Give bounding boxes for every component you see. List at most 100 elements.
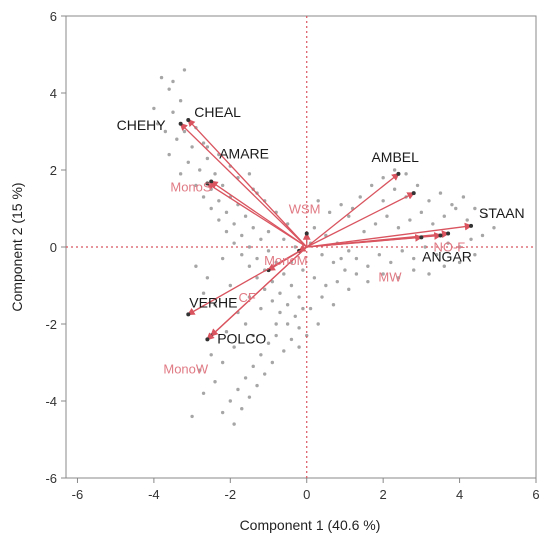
score-point: [320, 295, 324, 299]
loading-endpoint: [205, 337, 210, 342]
loading-label: WSM: [289, 202, 321, 217]
score-point: [381, 176, 385, 180]
score-point: [423, 245, 427, 249]
score-point: [289, 337, 294, 342]
score-point: [251, 364, 255, 369]
score-point: [228, 283, 233, 288]
loading-label: ANGAR: [422, 249, 472, 265]
score-point: [240, 253, 244, 257]
score-point: [259, 237, 263, 241]
score-point: [335, 279, 340, 284]
score-point: [201, 291, 206, 295]
score-point: [454, 206, 458, 211]
score-point: [312, 276, 317, 280]
score-point: [278, 310, 282, 315]
score-point: [327, 210, 332, 215]
score-point: [186, 160, 190, 164]
score-point: [366, 279, 370, 284]
loading-label: STAAN: [479, 205, 525, 221]
score-point: [492, 226, 496, 230]
score-point: [152, 106, 156, 111]
loading-vector: [206, 182, 308, 248]
score-point: [205, 145, 210, 149]
score-point: [167, 152, 171, 157]
y-tick-label: -6: [45, 471, 57, 486]
score-point: [266, 341, 271, 345]
x-tick-label: -4: [148, 487, 160, 502]
score-point: [347, 249, 351, 253]
score-point: [381, 272, 385, 276]
loading-vector: [306, 172, 400, 248]
score-point: [247, 264, 252, 268]
score-point: [316, 322, 320, 326]
score-point: [274, 322, 278, 326]
score-point: [381, 199, 385, 203]
score-point: [473, 253, 477, 257]
score-point: [457, 245, 462, 249]
score-point: [419, 210, 424, 215]
score-point: [217, 218, 221, 222]
score-point: [442, 264, 446, 268]
score-point: [301, 268, 305, 272]
score-point: [297, 345, 301, 349]
score-point: [262, 372, 267, 376]
score-points: [152, 68, 496, 426]
score-point: [324, 283, 328, 288]
score-point: [243, 376, 248, 380]
score-point: [293, 314, 297, 318]
score-point: [392, 168, 397, 172]
score-point: [369, 183, 374, 188]
score-point: [343, 268, 347, 272]
score-point: [450, 202, 454, 207]
score-point: [247, 172, 252, 176]
score-point: [461, 195, 466, 199]
score-point: [339, 256, 343, 261]
score-point: [232, 345, 236, 349]
score-point: [446, 241, 450, 245]
score-point: [285, 322, 290, 326]
loading-endpoint: [209, 179, 214, 184]
score-point: [480, 233, 485, 238]
score-point: [331, 260, 336, 265]
score-point: [285, 303, 290, 307]
score-point: [473, 206, 477, 211]
x-axis-title: Component 1 (40.6 %): [240, 517, 381, 533]
score-point: [469, 237, 473, 241]
loading-vector: [306, 234, 423, 248]
y-tick-label: -4: [45, 394, 57, 409]
y-tick-label: 2: [50, 163, 57, 178]
score-point: [301, 306, 305, 311]
score-point: [247, 245, 252, 249]
score-point: [396, 276, 401, 280]
loading-vector: [306, 192, 416, 248]
score-point: [308, 306, 313, 311]
score-point: [431, 222, 435, 226]
score-point: [182, 68, 187, 72]
score-point: [201, 195, 206, 199]
loading-label: AMARE: [219, 146, 269, 162]
y-tick-label: -2: [45, 317, 57, 332]
score-point: [220, 256, 225, 261]
score-point: [171, 79, 175, 84]
score-point: [392, 187, 397, 191]
score-point: [178, 99, 183, 103]
score-point: [213, 303, 217, 307]
score-point: [305, 333, 309, 338]
score-point: [408, 218, 412, 222]
score-point: [282, 349, 286, 353]
score-point: [213, 172, 217, 176]
loading-vector: [179, 122, 308, 248]
loading-vectors: [178, 117, 474, 342]
score-point: [293, 245, 297, 249]
y-axis-title: Component 2 (15 %): [9, 182, 25, 311]
x-tick-label: 6: [532, 487, 539, 502]
score-point: [442, 214, 446, 218]
score-point: [385, 214, 389, 218]
loading-label: MW: [378, 269, 402, 284]
x-axis-ticks: -6 -4 -2 0 2 4 6: [72, 478, 540, 502]
score-point: [389, 260, 393, 265]
score-point: [347, 287, 351, 292]
score-point: [354, 256, 359, 261]
